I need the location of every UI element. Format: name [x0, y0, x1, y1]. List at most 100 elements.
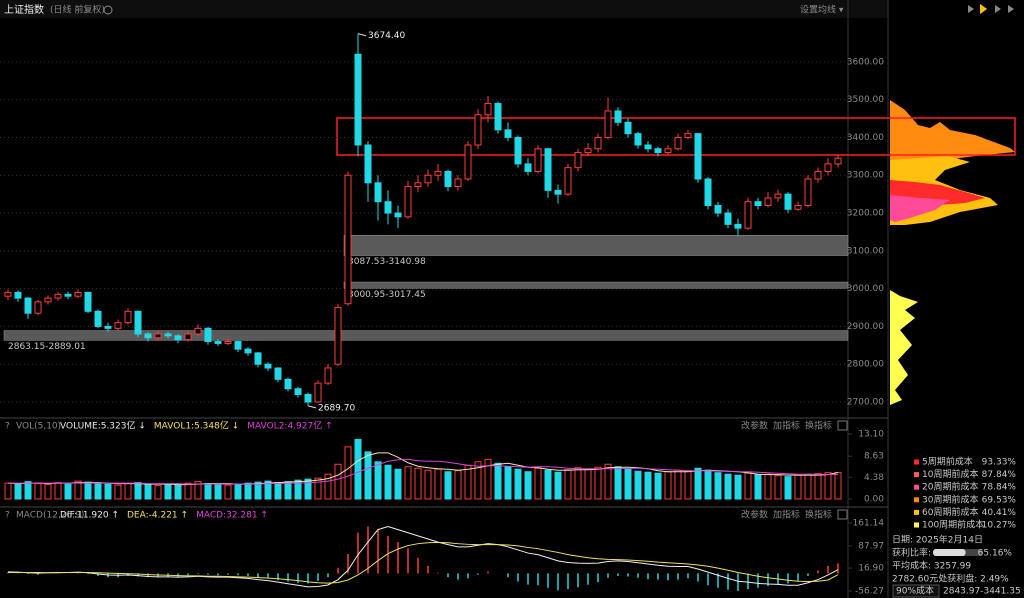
- zone: [3, 330, 849, 341]
- range-select[interactable]: 90%成本: [896, 585, 934, 597]
- volume-bar: [24, 481, 32, 500]
- candle-body: [14, 291, 22, 299]
- help-icon[interactable]: ?: [5, 422, 10, 432]
- close-button[interactable]: [837, 420, 848, 431]
- legend-label: 10周期前成本: [922, 468, 978, 480]
- y-tick-label: 3100.00: [847, 246, 884, 256]
- candle-body: [74, 291, 82, 297]
- volume-bar: [514, 468, 522, 500]
- candle-body: [354, 53, 362, 146]
- panel-button[interactable]: 改参数: [741, 509, 768, 521]
- volume-bar: [764, 473, 772, 500]
- candle-body: [494, 102, 502, 131]
- highlight-box: [336, 117, 1016, 156]
- candle-body: [24, 297, 32, 314]
- range-dropdown[interactable]: [892, 584, 940, 598]
- readout: VOLUME:5.323亿 ↓: [60, 420, 146, 432]
- volume-bar: [264, 480, 272, 500]
- gear-icon[interactable]: [103, 5, 113, 15]
- volume-bar: [464, 464, 472, 500]
- title: 上证指数: [4, 3, 44, 16]
- candle-body: [554, 189, 562, 195]
- candle-body: [134, 310, 142, 335]
- volume-bar: [504, 466, 512, 500]
- profit-label: 获利比率:: [892, 547, 931, 559]
- legend-swatch: [914, 459, 919, 465]
- panel-button[interactable]: 换指标: [805, 420, 832, 432]
- volume-bar: [664, 471, 672, 500]
- candle-body: [724, 212, 732, 225]
- candle-body: [174, 335, 182, 341]
- panel-button[interactable]: 加指标: [773, 509, 800, 521]
- panel-button[interactable]: 加指标: [773, 420, 800, 432]
- help-icon[interactable]: ?: [5, 511, 10, 521]
- candle-body: [484, 102, 492, 116]
- volume-bar: [134, 482, 142, 500]
- candle-body: [384, 201, 392, 214]
- ma-setting[interactable]: 设置均线 ▾: [800, 4, 844, 16]
- y-tick-label: 3000.00: [847, 284, 884, 294]
- volume-bar: [744, 472, 752, 500]
- profit-at: 2782.60元处获利盘: 2.49%: [892, 573, 1009, 585]
- legend-swatch: [914, 484, 919, 490]
- y-tick-label: 2900.00: [847, 322, 884, 332]
- cost-profile: [890, 100, 1015, 405]
- volume-bar: [684, 470, 692, 500]
- volume-bar: [244, 482, 252, 500]
- legend-value: 69.53%: [982, 495, 1017, 505]
- volume-bar: [54, 482, 62, 500]
- volume-bar: [74, 480, 82, 500]
- legend-value: 87.84%: [982, 470, 1017, 480]
- candle-body: [814, 170, 822, 180]
- candle-body: [304, 393, 312, 403]
- range: 2843.97-3441.35: [943, 587, 1021, 597]
- volume-bar: [824, 472, 832, 500]
- candle-body: [614, 110, 622, 123]
- annotation: 3674.40: [368, 31, 405, 41]
- candle-body: [694, 133, 702, 180]
- volume-bar: [304, 478, 312, 500]
- candle-body: [564, 167, 572, 195]
- candle-body: [164, 333, 172, 337]
- volume-bar: [414, 467, 422, 500]
- volume-bar: [544, 469, 552, 500]
- volume-bar: [554, 471, 562, 500]
- candle-body: [524, 163, 532, 172]
- candle-body: [464, 144, 472, 180]
- volume-bar: [754, 474, 762, 500]
- y-tick-label: 161.14: [853, 519, 885, 529]
- candle-body: [54, 293, 62, 299]
- volume-bar: [534, 467, 542, 500]
- candle-body: [184, 333, 192, 341]
- volume-bar: [624, 468, 632, 500]
- close-button[interactable]: [837, 509, 848, 520]
- candle-body: [604, 110, 612, 138]
- candle-body: [594, 136, 602, 150]
- volume-bar: [144, 484, 152, 500]
- legend-label: 100周期前成本: [922, 519, 984, 531]
- volume-bar: [114, 484, 122, 500]
- zone-label: 3000.95-3017.45: [348, 290, 426, 300]
- volume-bar: [214, 484, 222, 500]
- candle-body: [634, 133, 642, 146]
- candle-body: [124, 310, 132, 324]
- candle-body: [264, 363, 272, 369]
- panel-button[interactable]: 改参数: [741, 420, 768, 432]
- y-tick-label: 3600.00: [847, 57, 884, 67]
- volume-bar: [384, 464, 392, 500]
- volume-bar: [344, 446, 352, 500]
- y-tick-label: 87.97: [858, 541, 884, 551]
- candle-body: [794, 204, 802, 210]
- macd-line: [7, 525, 839, 588]
- legend-swatch: [914, 497, 919, 503]
- candle-body: [754, 201, 762, 206]
- candle-body: [94, 310, 102, 327]
- annotation-pointer: [357, 33, 367, 37]
- volume-bar: [354, 438, 362, 500]
- volume-bar: [474, 461, 482, 500]
- panel-button[interactable]: 换指标: [805, 509, 832, 521]
- volume-bar: [104, 483, 112, 500]
- legend-label: 30周期前成本: [922, 493, 978, 505]
- y-tick-label: 0.00: [864, 495, 884, 505]
- active-icon[interactable]: [980, 4, 987, 14]
